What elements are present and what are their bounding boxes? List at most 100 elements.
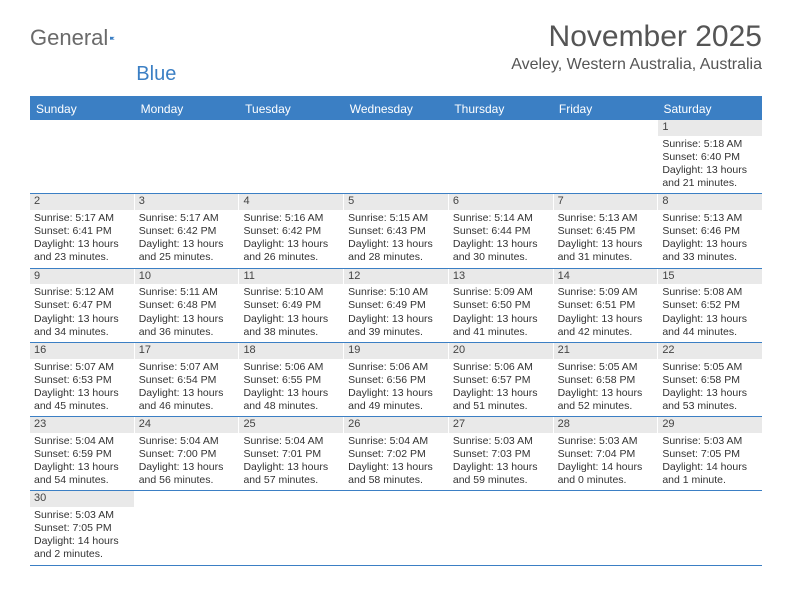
day-body: Sunrise: 5:10 AMSunset: 6:49 PMDaylight:… bbox=[344, 284, 448, 342]
day-body: Sunrise: 5:09 AMSunset: 6:50 PMDaylight:… bbox=[449, 284, 553, 342]
daylight-text: Daylight: 13 hours and 42 minutes. bbox=[558, 313, 654, 339]
week-row: 30Sunrise: 5:03 AMSunset: 7:05 PMDayligh… bbox=[30, 491, 762, 565]
day-number: 19 bbox=[344, 343, 448, 359]
logo-flag-icon bbox=[110, 29, 115, 47]
sunrise-text: Sunrise: 5:17 AM bbox=[139, 212, 235, 225]
sunset-text: Sunset: 6:51 PM bbox=[558, 299, 654, 312]
sunrise-text: Sunrise: 5:17 AM bbox=[34, 212, 130, 225]
day-cell: 4Sunrise: 5:16 AMSunset: 6:42 PMDaylight… bbox=[239, 194, 344, 267]
day-number: 3 bbox=[135, 194, 239, 210]
sunset-text: Sunset: 6:57 PM bbox=[453, 374, 549, 387]
day-number: 12 bbox=[344, 269, 448, 285]
day-body: Sunrise: 5:04 AMSunset: 6:59 PMDaylight:… bbox=[30, 433, 134, 491]
day-body: Sunrise: 5:13 AMSunset: 6:45 PMDaylight:… bbox=[554, 210, 658, 268]
sunrise-text: Sunrise: 5:04 AM bbox=[139, 435, 235, 448]
sunrise-text: Sunrise: 5:13 AM bbox=[662, 212, 758, 225]
day-number: 2 bbox=[30, 194, 134, 210]
day-number: 20 bbox=[449, 343, 553, 359]
sunset-text: Sunset: 7:00 PM bbox=[139, 448, 235, 461]
daylight-text: Daylight: 13 hours and 44 minutes. bbox=[662, 313, 758, 339]
day-cell bbox=[449, 120, 554, 193]
day-number: 13 bbox=[449, 269, 553, 285]
daylight-text: Daylight: 13 hours and 41 minutes. bbox=[453, 313, 549, 339]
sunset-text: Sunset: 7:02 PM bbox=[348, 448, 444, 461]
sunset-text: Sunset: 6:55 PM bbox=[243, 374, 339, 387]
day-cell: 8Sunrise: 5:13 AMSunset: 6:46 PMDaylight… bbox=[658, 194, 762, 267]
sunrise-text: Sunrise: 5:03 AM bbox=[558, 435, 654, 448]
day-cell: 17Sunrise: 5:07 AMSunset: 6:54 PMDayligh… bbox=[135, 343, 240, 416]
daylight-text: Daylight: 13 hours and 26 minutes. bbox=[243, 238, 339, 264]
day-cell: 7Sunrise: 5:13 AMSunset: 6:45 PMDaylight… bbox=[554, 194, 659, 267]
day-body: Sunrise: 5:03 AMSunset: 7:05 PMDaylight:… bbox=[30, 507, 134, 565]
sunset-text: Sunset: 6:45 PM bbox=[558, 225, 654, 238]
day-number: 4 bbox=[239, 194, 343, 210]
day-body: Sunrise: 5:11 AMSunset: 6:48 PMDaylight:… bbox=[135, 284, 239, 342]
sunset-text: Sunset: 6:42 PM bbox=[243, 225, 339, 238]
daylight-text: Daylight: 13 hours and 57 minutes. bbox=[243, 461, 339, 487]
sunset-text: Sunset: 7:04 PM bbox=[558, 448, 654, 461]
day-number: 28 bbox=[554, 417, 658, 433]
day-number: 17 bbox=[135, 343, 239, 359]
daylight-text: Daylight: 13 hours and 31 minutes. bbox=[558, 238, 654, 264]
day-cell bbox=[239, 120, 344, 193]
day-body: Sunrise: 5:03 AMSunset: 7:04 PMDaylight:… bbox=[554, 433, 658, 491]
sunset-text: Sunset: 6:49 PM bbox=[243, 299, 339, 312]
sunrise-text: Sunrise: 5:10 AM bbox=[243, 286, 339, 299]
day-cell: 12Sunrise: 5:10 AMSunset: 6:49 PMDayligh… bbox=[344, 269, 449, 342]
sunrise-text: Sunrise: 5:03 AM bbox=[34, 509, 130, 522]
calendar-grid: Sunday Monday Tuesday Wednesday Thursday… bbox=[30, 96, 762, 566]
day-body: Sunrise: 5:18 AMSunset: 6:40 PMDaylight:… bbox=[658, 136, 762, 194]
sunrise-text: Sunrise: 5:11 AM bbox=[139, 286, 235, 299]
day-body: Sunrise: 5:13 AMSunset: 6:46 PMDaylight:… bbox=[658, 210, 762, 268]
weeks-container: 1Sunrise: 5:18 AMSunset: 6:40 PMDaylight… bbox=[30, 120, 762, 566]
day-cell: 21Sunrise: 5:05 AMSunset: 6:58 PMDayligh… bbox=[554, 343, 659, 416]
daylight-text: Daylight: 13 hours and 45 minutes. bbox=[34, 387, 130, 413]
day-cell: 18Sunrise: 5:06 AMSunset: 6:55 PMDayligh… bbox=[239, 343, 344, 416]
day-cell: 15Sunrise: 5:08 AMSunset: 6:52 PMDayligh… bbox=[658, 269, 762, 342]
day-cell: 23Sunrise: 5:04 AMSunset: 6:59 PMDayligh… bbox=[30, 417, 135, 490]
day-body: Sunrise: 5:16 AMSunset: 6:42 PMDaylight:… bbox=[239, 210, 343, 268]
day-number: 5 bbox=[344, 194, 448, 210]
day-body: Sunrise: 5:12 AMSunset: 6:47 PMDaylight:… bbox=[30, 284, 134, 342]
day-number: 27 bbox=[449, 417, 553, 433]
day-body: Sunrise: 5:03 AMSunset: 7:05 PMDaylight:… bbox=[658, 433, 762, 491]
day-cell: 10Sunrise: 5:11 AMSunset: 6:48 PMDayligh… bbox=[135, 269, 240, 342]
day-body: Sunrise: 5:06 AMSunset: 6:56 PMDaylight:… bbox=[344, 359, 448, 417]
day-body: Sunrise: 5:06 AMSunset: 6:57 PMDaylight:… bbox=[449, 359, 553, 417]
daylight-text: Daylight: 13 hours and 21 minutes. bbox=[662, 164, 758, 190]
day-cell: 14Sunrise: 5:09 AMSunset: 6:51 PMDayligh… bbox=[554, 269, 659, 342]
sunset-text: Sunset: 6:44 PM bbox=[453, 225, 549, 238]
sunrise-text: Sunrise: 5:09 AM bbox=[453, 286, 549, 299]
day-header-tue: Tuesday bbox=[239, 98, 344, 120]
day-cell: 1Sunrise: 5:18 AMSunset: 6:40 PMDaylight… bbox=[658, 120, 762, 193]
day-cell bbox=[658, 491, 762, 564]
sunset-text: Sunset: 6:47 PM bbox=[34, 299, 130, 312]
sunset-text: Sunset: 6:54 PM bbox=[139, 374, 235, 387]
sunset-text: Sunset: 6:56 PM bbox=[348, 374, 444, 387]
sunset-text: Sunset: 6:59 PM bbox=[34, 448, 130, 461]
day-number: 8 bbox=[658, 194, 762, 210]
day-number: 26 bbox=[344, 417, 448, 433]
month-title: November 2025 bbox=[511, 20, 762, 54]
daylight-text: Daylight: 14 hours and 2 minutes. bbox=[34, 535, 130, 561]
daylight-text: Daylight: 13 hours and 56 minutes. bbox=[139, 461, 235, 487]
daylight-text: Daylight: 13 hours and 58 minutes. bbox=[348, 461, 444, 487]
day-body: Sunrise: 5:04 AMSunset: 7:01 PMDaylight:… bbox=[239, 433, 343, 491]
day-cell: 20Sunrise: 5:06 AMSunset: 6:57 PMDayligh… bbox=[449, 343, 554, 416]
day-number: 25 bbox=[239, 417, 343, 433]
sunrise-text: Sunrise: 5:12 AM bbox=[34, 286, 130, 299]
sunrise-text: Sunrise: 5:13 AM bbox=[558, 212, 654, 225]
sunset-text: Sunset: 6:49 PM bbox=[348, 299, 444, 312]
day-body: Sunrise: 5:10 AMSunset: 6:49 PMDaylight:… bbox=[239, 284, 343, 342]
sunrise-text: Sunrise: 5:09 AM bbox=[558, 286, 654, 299]
daylight-text: Daylight: 14 hours and 0 minutes. bbox=[558, 461, 654, 487]
calendar-page: General November 2025 Aveley, Western Au… bbox=[0, 0, 792, 586]
sunrise-text: Sunrise: 5:03 AM bbox=[662, 435, 758, 448]
sunrise-text: Sunrise: 5:06 AM bbox=[243, 361, 339, 374]
sunset-text: Sunset: 6:58 PM bbox=[558, 374, 654, 387]
sunrise-text: Sunrise: 5:14 AM bbox=[453, 212, 549, 225]
daylight-text: Daylight: 13 hours and 53 minutes. bbox=[662, 387, 758, 413]
sunset-text: Sunset: 7:01 PM bbox=[243, 448, 339, 461]
sunrise-text: Sunrise: 5:10 AM bbox=[348, 286, 444, 299]
day-cell: 19Sunrise: 5:06 AMSunset: 6:56 PMDayligh… bbox=[344, 343, 449, 416]
